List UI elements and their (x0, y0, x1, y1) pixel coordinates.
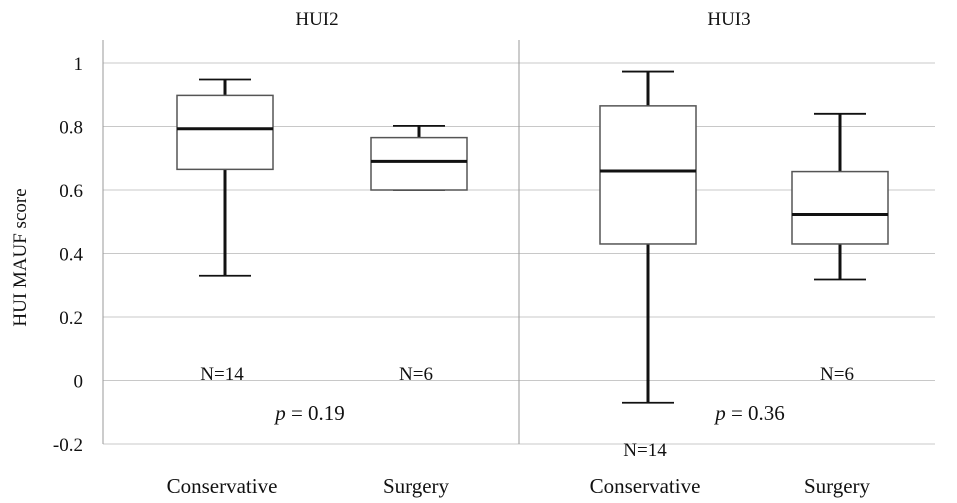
panel-title: HUI2 (295, 9, 338, 30)
n-label: N=14 (623, 440, 667, 461)
p-value: = 0.19 (286, 401, 345, 425)
iqr-box (599, 105, 697, 245)
iqr-box (176, 94, 274, 171)
panel-title: HUI3 (707, 9, 750, 30)
n-label: N=6 (820, 364, 854, 385)
y-tick-label: 1 (74, 54, 84, 75)
p-value-annotation: p = 0.19 (273, 401, 345, 425)
y-tick-label: 0.6 (59, 181, 83, 202)
p-symbol: p (713, 401, 726, 425)
box-conservative (599, 70, 697, 404)
p-value: = 0.36 (726, 401, 785, 425)
p-value-annotation: p = 0.36 (713, 401, 785, 425)
iqr-box (370, 136, 468, 191)
panels (176, 70, 889, 404)
n-label: N=6 (399, 364, 433, 385)
x-category-label: Surgery (804, 474, 871, 498)
y-tick-label: 0.4 (59, 245, 83, 266)
x-category-label: Conservative (167, 474, 278, 498)
box-conservative (176, 78, 274, 277)
iqr-box (791, 170, 889, 245)
y-tick-label: 0.2 (59, 308, 83, 329)
x-category-label: Conservative (590, 474, 701, 498)
p-symbol: p (273, 401, 286, 425)
y-tick-label: 0 (74, 372, 84, 393)
axes (102, 40, 520, 444)
box-surgery (370, 124, 468, 191)
y-axis-label: HUI MAUF score (10, 188, 31, 326)
y-tick-label: 0.8 (59, 118, 83, 139)
x-category-label: Surgery (383, 474, 450, 498)
labels: -0.2 0 0.2 0.4 0.6 0.8 1 HUI MAUF score HUI2 N=14… (10, 9, 871, 498)
y-tick-label: -0.2 (53, 435, 83, 456)
box-surgery (791, 112, 889, 281)
n-label: N=14 (200, 364, 244, 385)
